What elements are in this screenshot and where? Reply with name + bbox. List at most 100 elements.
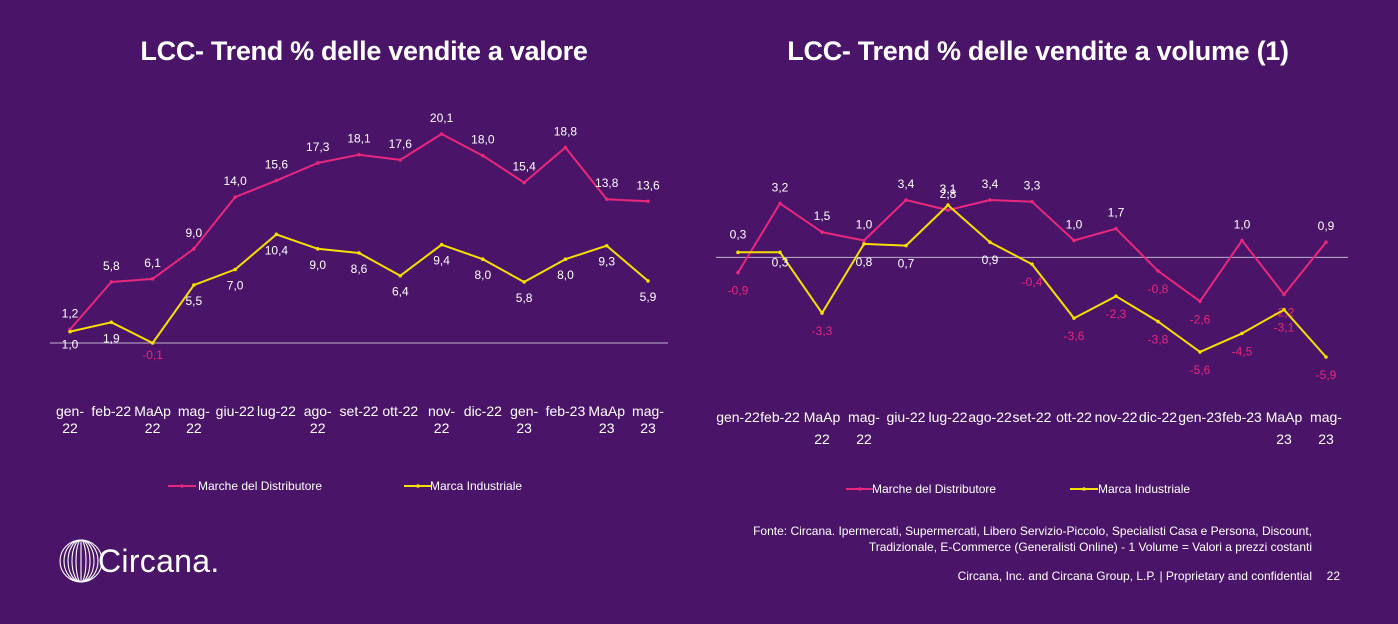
volume-x-tick-2: feb-22 xyxy=(760,409,800,425)
volume-data-label-2-3: -3,3 xyxy=(812,324,833,338)
volume-x-tick-12: gen-23 xyxy=(1178,409,1222,425)
valore-x-tick-3-b: 22 xyxy=(145,420,161,436)
volume-x-tick-13: feb-23 xyxy=(1222,409,1262,425)
valore-point-2-5 xyxy=(233,267,237,272)
volume-x-tick-15-b: 23 xyxy=(1318,431,1334,447)
volume-legend-marker-2 xyxy=(1082,487,1086,491)
volume-point-2-6 xyxy=(946,203,950,207)
valore-x-tick-6: lug-22 xyxy=(257,403,296,419)
volume-legend-marker-1 xyxy=(858,487,862,491)
valore-x-tick-13: feb-23 xyxy=(546,403,586,419)
volume-point-2-4 xyxy=(862,242,866,246)
valore-data-label-1-13: 18,8 xyxy=(554,124,578,138)
volume-point-1-7 xyxy=(988,198,992,202)
valore-x-tick-15-b: 23 xyxy=(640,420,656,436)
volume-point-2-12 xyxy=(1198,350,1202,354)
valore-point-1-6 xyxy=(274,178,279,183)
valore-point-2-1 xyxy=(68,329,72,334)
volume-legend-label-2: Marca Industriale xyxy=(1098,482,1190,496)
volume-point-1-10 xyxy=(1114,226,1118,231)
valore-x-tick-10-b: 22 xyxy=(434,420,450,436)
source-line-1: Fonte: Circana. Ipermercati, Supermercat… xyxy=(753,524,1312,538)
volume-point-1-11 xyxy=(1156,269,1160,273)
valore-x-tick-11: dic-22 xyxy=(464,403,502,419)
valore-point-1-8 xyxy=(357,152,361,157)
valore-point-2-10 xyxy=(439,242,444,247)
source-note: Fonte: Circana. Ipermercati, Supermercat… xyxy=(692,523,1312,555)
volume-data-label-2-6: 3,1 xyxy=(940,182,957,196)
volume-x-tick-14: MaAp xyxy=(1266,409,1303,425)
volume-data-label-1-13: 1,0 xyxy=(1234,218,1251,232)
valore-data-label-1-11: 18,0 xyxy=(471,133,495,147)
valore-point-2-9 xyxy=(398,273,403,278)
volume-data-label-1-4: 1,0 xyxy=(856,218,873,232)
volume-data-label-1-11: -0,8 xyxy=(1148,282,1169,296)
volume-point-2-14 xyxy=(1282,307,1286,312)
valore-data-label-2-1: 1,0 xyxy=(62,338,79,352)
volume-point-2-7 xyxy=(988,240,992,245)
page-number: 22 xyxy=(1326,569,1340,583)
volume-point-2-8 xyxy=(1030,262,1034,266)
volume-data-label-2-11: -3,8 xyxy=(1148,333,1169,347)
valore-x-tick-5: giu-22 xyxy=(216,403,255,419)
volume-data-label-1-1: -0,9 xyxy=(728,284,749,298)
volume-point-2-1 xyxy=(736,250,740,255)
valore-data-label-1-3: 6,1 xyxy=(144,256,161,270)
volume-x-tick-8: set-22 xyxy=(1013,409,1052,425)
volume-x-tick-7: ago-22 xyxy=(968,409,1012,425)
valore-data-label-2-14: 9,3 xyxy=(598,255,615,269)
volume-data-label-1-9: 1,0 xyxy=(1066,218,1083,232)
volume-data-label-1-2: 3,2 xyxy=(772,180,789,194)
volume-point-2-10 xyxy=(1114,294,1118,299)
volume-x-tick-15: mag- xyxy=(1310,409,1342,425)
valore-data-label-2-15: 5,9 xyxy=(640,290,657,304)
valore-point-1-7 xyxy=(315,161,320,165)
valore-point-1-4 xyxy=(192,247,196,251)
volume-data-label-1-3: 1,5 xyxy=(814,209,831,223)
volume-data-label-2-2: 0,3 xyxy=(772,255,789,269)
valore-point-1-15 xyxy=(646,199,650,204)
valore-data-label-1-15: 13,6 xyxy=(636,178,660,192)
volume-point-1-5 xyxy=(904,198,908,202)
valore-data-label-2-11: 8,0 xyxy=(475,268,492,282)
valore-data-label-2-6: 10,4 xyxy=(265,243,289,257)
valore-x-tick-9: ott-22 xyxy=(382,403,418,419)
confidential-note: Circana, Inc. and Circana Group, L.P. | … xyxy=(957,569,1312,583)
valore-data-label-2-13: 8,0 xyxy=(557,268,574,282)
valore-legend-label-2: Marca Industriale xyxy=(430,479,522,493)
chart-volume: -0,9 3,2 1,5 1,0 3,4 2,8 3,4 3,3 1,0 1,7 -0,8 -2,6 1… xyxy=(716,177,1348,496)
valore-point-2-8 xyxy=(357,251,361,255)
volume-data-label-1-7: 3,4 xyxy=(982,177,999,191)
valore-data-label-1-4: 9,0 xyxy=(186,226,203,240)
valore-point-1-13 xyxy=(563,145,568,150)
valore-point-1-11 xyxy=(481,153,485,158)
circana-logo-text: Circana. xyxy=(98,542,220,579)
volume-data-label-1-15: 0,9 xyxy=(1318,219,1335,233)
valore-legend-label-1: Marche del Distributore xyxy=(198,479,322,493)
valore-x-tick-8: set-22 xyxy=(340,403,379,419)
valore-point-1-2 xyxy=(109,280,114,284)
valore-point-2-12 xyxy=(522,280,526,284)
valore-point-1-3 xyxy=(150,277,155,281)
valore-data-label-2-7: 9,0 xyxy=(309,258,326,272)
valore-x-tick-4-b: 22 xyxy=(186,420,202,436)
valore-point-2-3 xyxy=(150,341,155,345)
chart-title-valore: LCC- Trend % delle vendite a valore xyxy=(140,36,588,66)
valore-x-tick-1-b: 22 xyxy=(62,420,78,436)
valore-x-tick-7-b: 22 xyxy=(310,420,326,436)
valore-point-2-4 xyxy=(192,283,196,287)
volume-x-tick-4-b: 22 xyxy=(856,431,872,447)
valore-point-1-9 xyxy=(398,158,403,162)
volume-data-label-2-9: -3,6 xyxy=(1064,329,1085,343)
volume-data-label-2-5: 0,7 xyxy=(898,257,915,271)
volume-data-label-2-8: -0,4 xyxy=(1022,275,1043,289)
valore-x-tick-12: gen- xyxy=(510,403,538,419)
volume-x-tick-9: ott-22 xyxy=(1056,409,1092,425)
volume-point-1-2 xyxy=(778,201,782,206)
valore-data-label-2-3: -0,1 xyxy=(142,348,163,362)
valore-point-1-10 xyxy=(439,132,444,136)
volume-data-label-1-12: -2,6 xyxy=(1190,312,1211,326)
valore-point-2-11 xyxy=(481,257,485,261)
circana-logo: Circana. xyxy=(58,538,220,584)
valore-x-tick-7: ago- xyxy=(304,403,332,419)
